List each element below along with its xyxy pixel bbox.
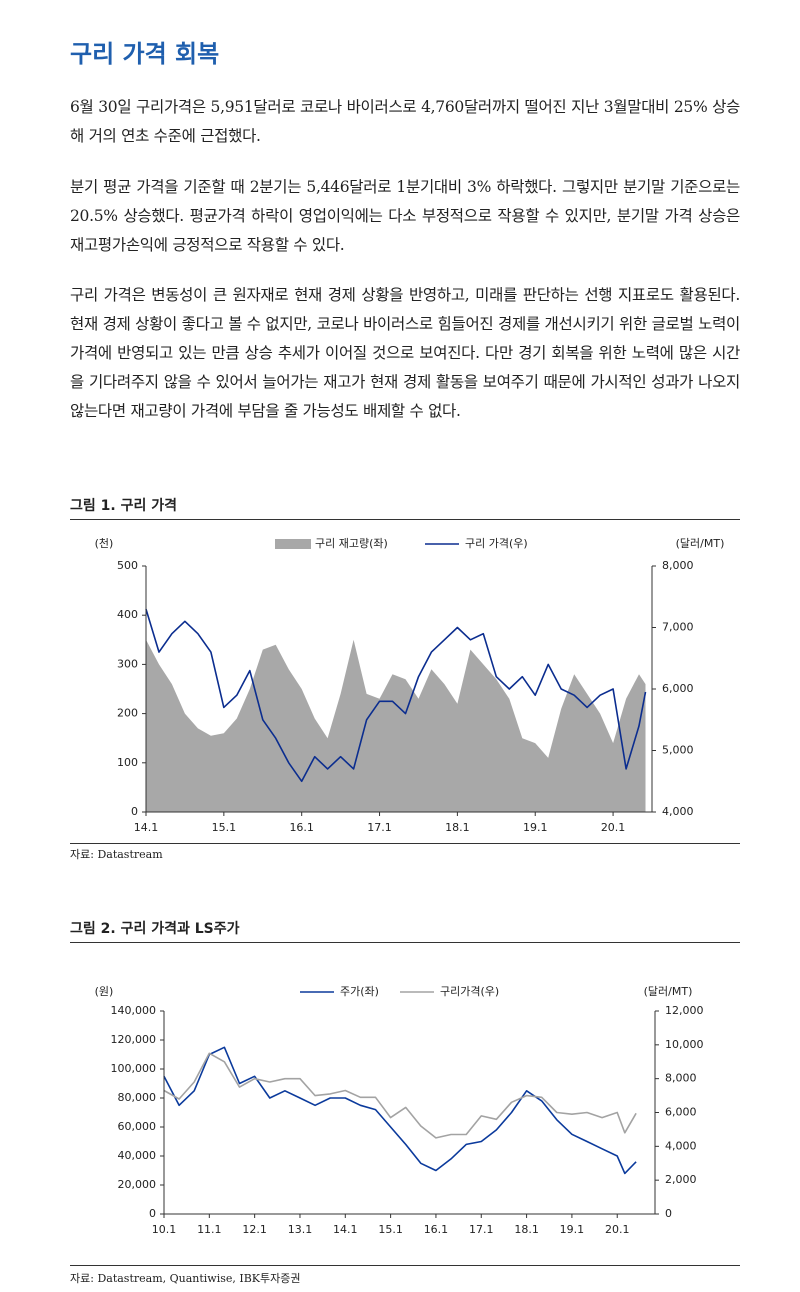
x-tick-label: 15.1 [378, 1223, 403, 1236]
y2-tick-label: 12,000 [665, 1004, 704, 1017]
chart: 구리 재고량(좌) 구리 가격(우) 0 100 200 300 400 500 4,000 5,… [95, 536, 725, 834]
x-tick-label: 11.1 [197, 1223, 222, 1236]
x-tick-label: 20.1 [601, 821, 626, 834]
y-tick-label: 300 [117, 657, 138, 670]
y-tick-label: 80,000 [118, 1091, 157, 1104]
y-tick-label: 120,000 [111, 1033, 157, 1046]
x-tick-label: 16.1 [289, 821, 314, 834]
y2-tick-label: 2,000 [665, 1173, 697, 1186]
paragraph: 구리 가격은 변동성이 큰 원자재로 현재 경제 상황을 반영하고, 미래를 판… [70, 286, 740, 420]
chart: 주가(좌) 구리가격(우) 0 20,000 40,000 60,000 80,000 100… [95, 985, 704, 1236]
area [146, 639, 646, 812]
paragraph: 분기 평균 가격을 기준할 때 2분기는 5,446달러로 1분기대비 3% 하… [70, 178, 740, 254]
line [163, 1052, 637, 1139]
x-tick-label: 14.1 [333, 1223, 358, 1236]
x-tick-label: 13.1 [288, 1223, 313, 1236]
x-tick-label: 18.1 [514, 1223, 539, 1236]
x-tick-label: 12.1 [242, 1223, 267, 1236]
x-tick-label: 20.1 [605, 1223, 630, 1236]
legend-label: 주가(좌) [340, 985, 379, 998]
y-tick-label: 0 [149, 1207, 156, 1220]
figure-caption: 그림 2. 구리 가격과 LS주가 [70, 918, 740, 943]
y-tick-label: 500 [117, 559, 138, 572]
legend-label: 구리가격(우) [440, 985, 499, 998]
figure-caption: 그림 1. 구리 가격 [70, 495, 740, 520]
x-tick-label: 10.1 [152, 1223, 177, 1236]
y2-unit: (달러/MT) [676, 537, 725, 550]
source: 자료: Datastream [70, 848, 163, 861]
y2-tick-label: 5,000 [662, 744, 694, 757]
source: 자료: Datastream, Quantiwise, IBK투자증권 [70, 1272, 301, 1285]
rule [70, 1265, 740, 1266]
legend-swatch [275, 539, 311, 549]
line [145, 608, 647, 783]
x-tick-label: 18.1 [445, 821, 470, 834]
y2-tick-label: 4,000 [662, 805, 694, 818]
x-tick-label: 15.1 [212, 821, 237, 834]
y2-tick-label: 8,000 [662, 559, 694, 572]
x-tick-label: 16.1 [424, 1223, 449, 1236]
y-tick-label: 100,000 [111, 1062, 157, 1075]
y2-tick-label: 10,000 [665, 1038, 704, 1051]
y2-tick-label: 8,000 [665, 1072, 697, 1085]
y-tick-label: 400 [117, 608, 138, 621]
y-tick-label: 140,000 [111, 1004, 157, 1017]
legend-label: 구리 재고량(좌) [315, 537, 388, 550]
x-tick-label: 14.1 [134, 821, 159, 834]
y-tick-label: 200 [117, 707, 138, 720]
y2-tick-label: 7,000 [662, 621, 694, 634]
y-unit: (천) [95, 536, 114, 550]
rule [70, 843, 740, 844]
y2-unit: (달러/MT) [644, 985, 693, 998]
y-tick-label: 100 [117, 756, 138, 769]
x-tick-label: 19.1 [523, 821, 548, 834]
y2-tick-label: 0 [665, 1207, 672, 1220]
y2-tick-label: 4,000 [665, 1139, 697, 1152]
paragraph: 6월 30일 구리가격은 5,951달러로 코로나 바이러스로 4,760달러까… [70, 98, 740, 145]
y-tick-label: 40,000 [118, 1149, 157, 1162]
x-tick-label: 17.1 [367, 821, 392, 834]
legend-label: 구리 가격(우) [465, 537, 528, 550]
y2-tick-label: 6,000 [662, 682, 694, 695]
x-tick-label: 19.1 [560, 1223, 585, 1236]
y-unit: (원) [95, 985, 114, 998]
x-tick-label: 17.1 [469, 1223, 494, 1236]
heading: 구리 가격 회복 [70, 40, 220, 68]
y-tick-label: 20,000 [118, 1178, 157, 1191]
y-tick-label: 0 [131, 805, 138, 818]
y2-tick-label: 6,000 [665, 1106, 697, 1119]
line [163, 1046, 637, 1175]
y-tick-label: 60,000 [118, 1120, 157, 1133]
